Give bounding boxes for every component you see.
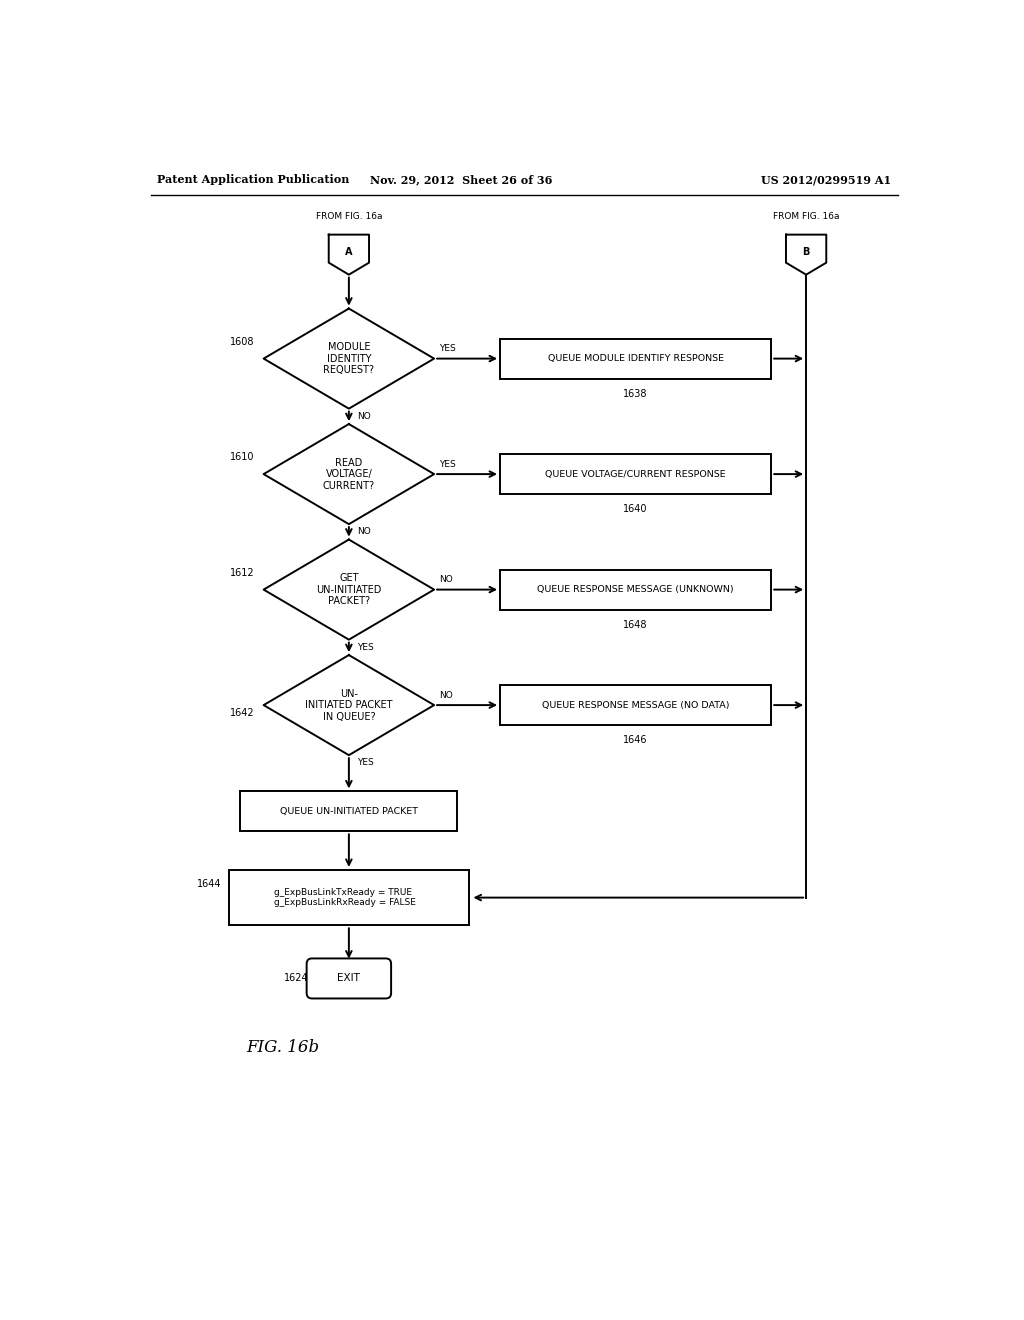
FancyBboxPatch shape <box>500 570 771 610</box>
Polygon shape <box>329 235 369 275</box>
Text: 1648: 1648 <box>624 619 648 630</box>
Polygon shape <box>263 655 434 755</box>
Text: EXIT: EXIT <box>338 973 360 983</box>
Text: B: B <box>803 247 810 257</box>
Text: FROM FIG. 16a: FROM FIG. 16a <box>773 211 840 220</box>
Text: READ
VOLTAGE/
CURRENT?: READ VOLTAGE/ CURRENT? <box>323 458 375 491</box>
Text: 1608: 1608 <box>229 337 254 347</box>
Text: 1638: 1638 <box>624 388 648 399</box>
Text: 1646: 1646 <box>624 735 648 744</box>
Polygon shape <box>263 424 434 524</box>
Text: A: A <box>345 247 352 257</box>
Text: 1640: 1640 <box>624 504 648 513</box>
Text: QUEUE UN-INITIATED PACKET: QUEUE UN-INITIATED PACKET <box>280 807 418 816</box>
Polygon shape <box>263 309 434 409</box>
FancyBboxPatch shape <box>500 454 771 494</box>
Text: 1644: 1644 <box>197 879 221 888</box>
Text: US 2012/0299519 A1: US 2012/0299519 A1 <box>761 174 891 186</box>
Text: YES: YES <box>356 643 374 652</box>
Text: NO: NO <box>439 576 454 585</box>
FancyBboxPatch shape <box>500 339 771 379</box>
Text: YES: YES <box>439 459 457 469</box>
Text: 1612: 1612 <box>229 568 254 578</box>
Text: GET
UN-INITIATED
PACKET?: GET UN-INITIATED PACKET? <box>316 573 382 606</box>
Text: NO: NO <box>356 412 371 421</box>
FancyBboxPatch shape <box>306 958 391 998</box>
Text: QUEUE RESPONSE MESSAGE (NO DATA): QUEUE RESPONSE MESSAGE (NO DATA) <box>542 701 729 710</box>
Text: g_ExpBusLinkTxReady = TRUE
g_ExpBusLinkRxReady = FALSE: g_ExpBusLinkTxReady = TRUE g_ExpBusLinkR… <box>274 888 416 907</box>
Text: QUEUE MODULE IDENTIFY RESPONSE: QUEUE MODULE IDENTIFY RESPONSE <box>548 354 724 363</box>
Text: 1624: 1624 <box>284 973 308 983</box>
FancyBboxPatch shape <box>228 870 469 925</box>
Text: FROM FIG. 16a: FROM FIG. 16a <box>315 211 382 220</box>
FancyBboxPatch shape <box>500 685 771 725</box>
Text: MODULE
IDENTITY
REQUEST?: MODULE IDENTITY REQUEST? <box>324 342 375 375</box>
Polygon shape <box>263 540 434 640</box>
Text: UN-
INITIATED PACKET
IN QUEUE?: UN- INITIATED PACKET IN QUEUE? <box>305 689 392 722</box>
Text: FIG. 16b: FIG. 16b <box>247 1039 319 1056</box>
Text: 1642: 1642 <box>229 708 254 718</box>
Polygon shape <box>786 235 826 275</box>
Text: NO: NO <box>356 527 371 536</box>
Text: QUEUE VOLTAGE/CURRENT RESPONSE: QUEUE VOLTAGE/CURRENT RESPONSE <box>546 470 726 479</box>
Text: YES: YES <box>439 345 457 354</box>
Text: NO: NO <box>439 690 454 700</box>
FancyBboxPatch shape <box>241 792 458 832</box>
Text: Nov. 29, 2012  Sheet 26 of 36: Nov. 29, 2012 Sheet 26 of 36 <box>370 174 552 186</box>
Text: YES: YES <box>356 758 374 767</box>
Text: Patent Application Publication: Patent Application Publication <box>158 174 350 186</box>
Text: 1610: 1610 <box>229 453 254 462</box>
Text: QUEUE RESPONSE MESSAGE (UNKNOWN): QUEUE RESPONSE MESSAGE (UNKNOWN) <box>538 585 734 594</box>
